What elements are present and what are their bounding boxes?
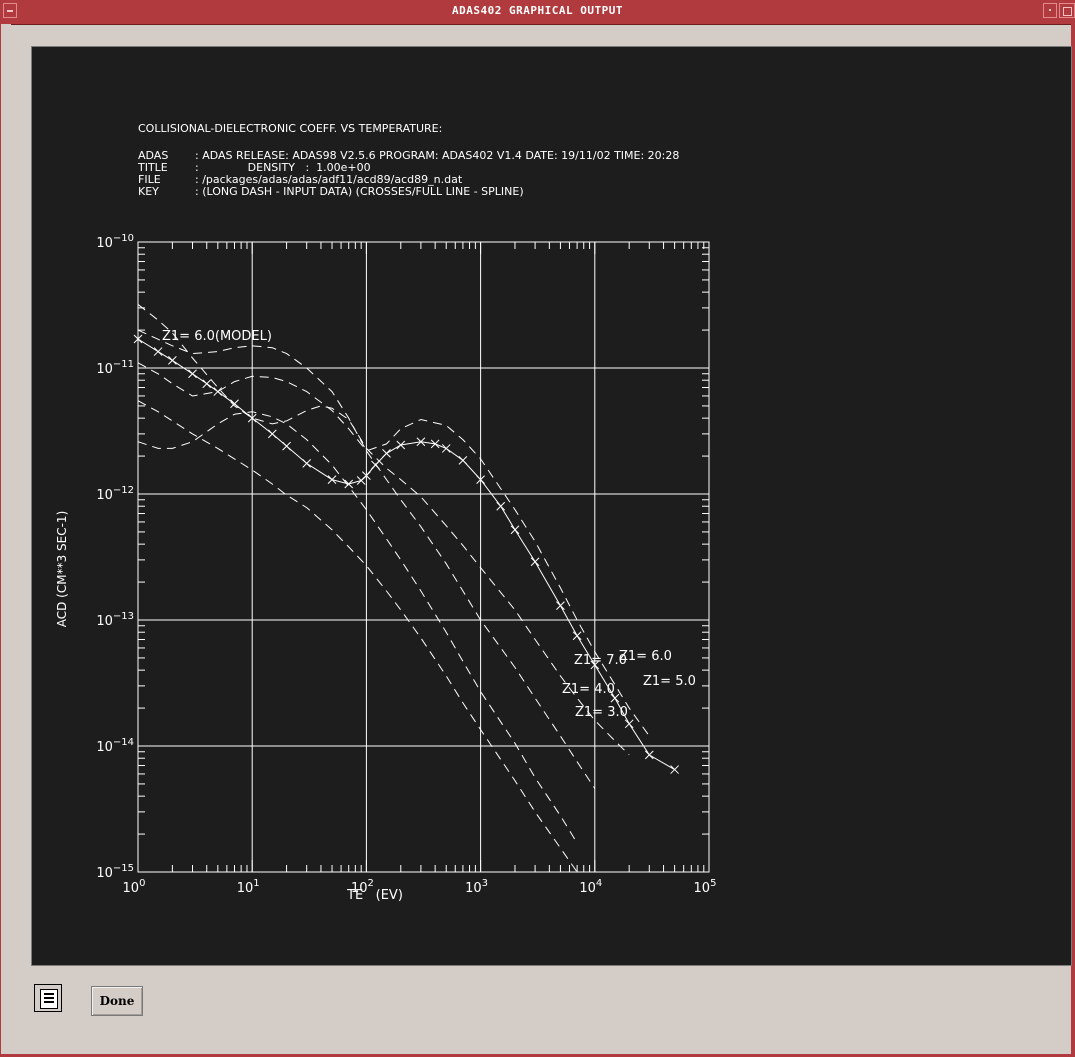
series-point bbox=[247, 413, 257, 423]
series-point bbox=[282, 441, 291, 451]
window-frame-right bbox=[1071, 24, 1075, 1057]
series-point bbox=[133, 334, 143, 344]
x-tick-label: 103 bbox=[465, 878, 488, 896]
series-point bbox=[590, 660, 600, 670]
series-line-1 bbox=[137, 329, 650, 737]
y-axis-label: ACD (CM**3 SEC-1) bbox=[55, 511, 69, 628]
series-point bbox=[327, 475, 337, 484]
header-key-adas: ADAS bbox=[138, 149, 168, 162]
series-point bbox=[344, 479, 354, 489]
series-line-2 bbox=[137, 304, 630, 756]
series-point bbox=[188, 369, 197, 379]
y-tick-label: 10−11 bbox=[96, 359, 134, 377]
header-value-adas: : ADAS RELEASE: ADAS98 V2.5.6 PROGRAM: A… bbox=[195, 149, 679, 162]
window-title: ADAS402 GRAPHICAL OUTPUT bbox=[452, 4, 623, 17]
series-point bbox=[572, 631, 582, 641]
series-point bbox=[153, 347, 163, 356]
series-point bbox=[530, 557, 540, 567]
chart-grid bbox=[138, 242, 709, 872]
series-point bbox=[202, 379, 212, 389]
series-line-3 bbox=[137, 362, 596, 789]
done-button[interactable]: Done bbox=[91, 986, 143, 1016]
header-key-file: FILE bbox=[138, 173, 161, 186]
series-point bbox=[476, 475, 485, 484]
series-point bbox=[458, 455, 468, 465]
series-point bbox=[416, 437, 426, 447]
series-point bbox=[362, 471, 371, 480]
series-point bbox=[670, 765, 679, 774]
y-tick-label: 10−13 bbox=[96, 611, 134, 629]
header-value-title: : DENSITY : 1.00e+00 bbox=[195, 161, 371, 174]
series-point bbox=[302, 459, 312, 468]
maximize-icon[interactable] bbox=[1059, 3, 1075, 18]
series-point bbox=[382, 449, 391, 458]
series-point bbox=[496, 501, 506, 511]
acd-chart: COLLISIONAL-DIELECTRONIC COEFF. VS TEMPE… bbox=[55, 122, 717, 903]
annotation-z1-7: Z1= 7.0 bbox=[574, 653, 627, 668]
series-point bbox=[430, 439, 440, 449]
y-tick-label: 10−15 bbox=[96, 863, 134, 881]
title-bar[interactable]: ADAS402 GRAPHICAL OUTPUT bbox=[0, 0, 1075, 25]
y-tick-label: 10−10 bbox=[96, 233, 134, 251]
y-tick-label: 10−14 bbox=[96, 737, 134, 755]
window-frame-left bbox=[0, 24, 11, 1057]
series-point bbox=[168, 355, 177, 365]
header-key-key: KEY bbox=[138, 185, 159, 198]
series-point bbox=[510, 525, 520, 535]
series-point bbox=[441, 444, 451, 453]
header-value-file: : /packages/adas/adas/adf11/acd89/acd89_… bbox=[195, 173, 463, 186]
y-tick-label: 10−12 bbox=[96, 485, 134, 503]
series-point bbox=[230, 399, 239, 409]
annotation-z1-6-model: Z1= 6.0(MODEL) bbox=[162, 329, 272, 344]
graph-panel: COLLISIONAL-DIELECTRONIC COEFF. VS TEMPE… bbox=[31, 46, 1072, 966]
series-point bbox=[267, 429, 277, 439]
series-point bbox=[556, 601, 565, 610]
x-tick-label: 105 bbox=[694, 878, 717, 896]
header-value-key: : (LONG DASH - INPUT DATA) (CROSSES/FULL… bbox=[195, 185, 524, 198]
series-point bbox=[396, 440, 406, 450]
x-axis-label: TE (EV) bbox=[346, 888, 403, 903]
y-tick-labels: 10−10 10−11 10−12 10−13 10−14 10−15 bbox=[96, 233, 134, 881]
window-frame-bottom bbox=[0, 1054, 1075, 1057]
window-menu-icon[interactable] bbox=[3, 3, 17, 18]
annotation-z1-5: Z1= 5.0 bbox=[643, 674, 696, 689]
x-tick-label: 104 bbox=[579, 878, 602, 896]
plot-frame bbox=[137, 241, 710, 873]
x-tick-label: 102 bbox=[351, 878, 374, 896]
chart-heading: COLLISIONAL-DIELECTRONIC COEFF. VS TEMPE… bbox=[138, 122, 442, 135]
series-line-4 bbox=[137, 411, 578, 844]
series-point bbox=[213, 387, 223, 396]
series-line-5 bbox=[137, 400, 578, 873]
series-point bbox=[644, 750, 654, 760]
series-point bbox=[624, 719, 634, 729]
annotation-z1-6: Z1= 6.0 bbox=[619, 649, 672, 664]
header-key-title: TITLE bbox=[137, 161, 168, 174]
minimize-icon[interactable] bbox=[1043, 3, 1057, 18]
x-tick-label: 100 bbox=[123, 878, 146, 896]
x-tick-label: 101 bbox=[237, 878, 260, 896]
annotation-z1-3: Z1= 3.0 bbox=[575, 705, 628, 720]
chart-axes bbox=[137, 241, 710, 873]
list-icon[interactable] bbox=[34, 984, 62, 1012]
x-tick-labels: 100 101 102 103 104 105 bbox=[123, 878, 717, 896]
annotation-z1-4: Z1= 4.0 bbox=[562, 682, 615, 697]
chart-series bbox=[133, 304, 679, 873]
series-point bbox=[610, 693, 620, 703]
